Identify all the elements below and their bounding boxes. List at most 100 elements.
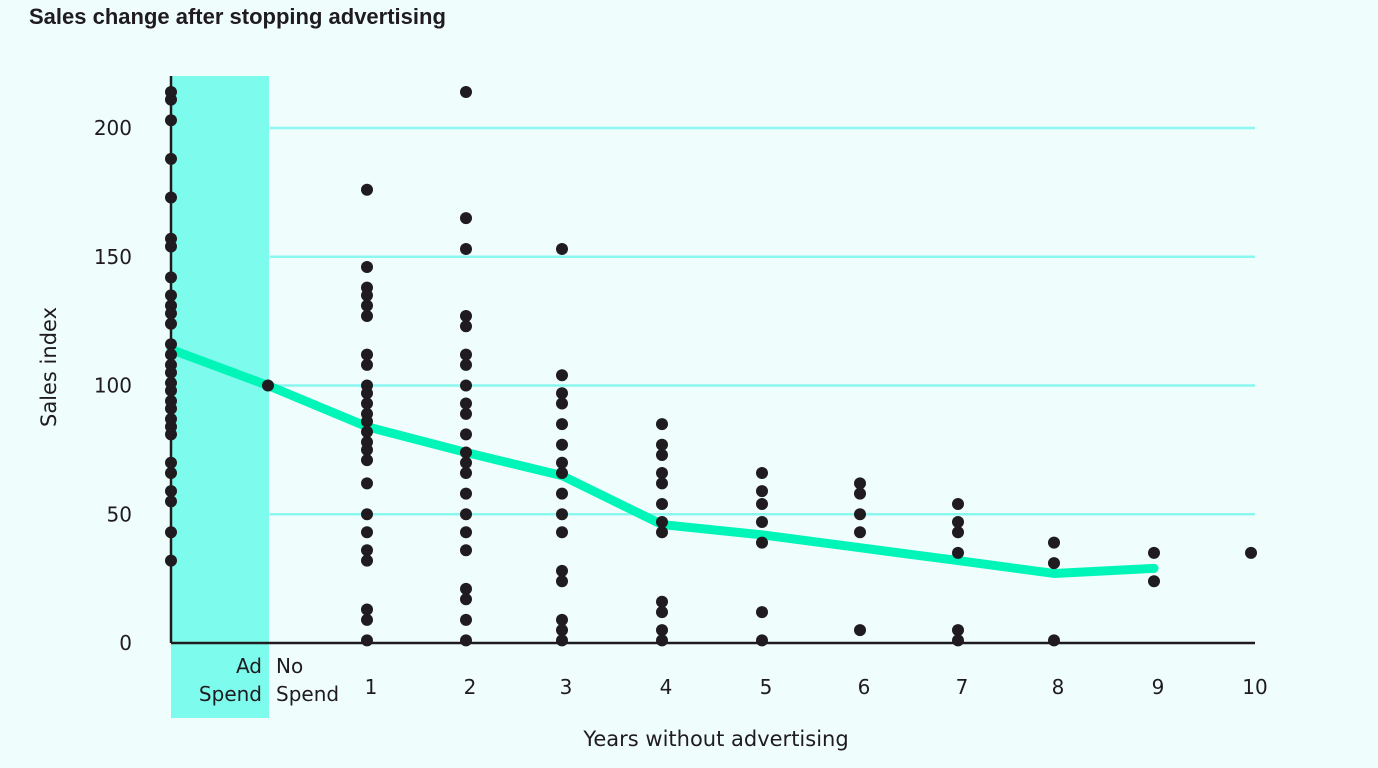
data-point (460, 320, 472, 333)
data-point (361, 348, 373, 361)
data-point (361, 387, 373, 400)
data-point (556, 397, 568, 410)
data-point (1048, 536, 1060, 549)
data-point (361, 425, 373, 438)
data-point (165, 317, 177, 330)
data-point (361, 613, 373, 626)
data-point (556, 438, 568, 451)
data-point (556, 487, 568, 500)
x-tick-label: 8 (1052, 675, 1065, 699)
data-point (165, 526, 177, 539)
data-point (165, 485, 177, 498)
data-point (460, 407, 472, 420)
data-point (460, 397, 472, 410)
data-point (165, 428, 177, 441)
data-point (556, 369, 568, 382)
x-tick-label: No (276, 654, 303, 678)
data-point (165, 467, 177, 480)
data-point (361, 299, 373, 312)
data-point (1048, 557, 1060, 570)
x-tick-label: 1 (365, 675, 378, 699)
data-point (556, 575, 568, 588)
data-point (361, 477, 373, 490)
data-point (756, 485, 768, 498)
data-point (460, 379, 472, 392)
data-point (361, 309, 373, 322)
x-tick-label: 10 (1242, 675, 1267, 699)
data-point (952, 515, 964, 528)
data-point (460, 348, 472, 361)
data-point (952, 634, 964, 647)
average-line (166, 344, 1159, 578)
y-tick-label: 0 (119, 631, 132, 655)
data-point (165, 384, 177, 397)
data-point (361, 526, 373, 539)
data-point (556, 387, 568, 400)
data-point (165, 152, 177, 165)
data-point (460, 634, 472, 647)
data-point (556, 243, 568, 256)
data-point (556, 613, 568, 626)
x-tick-label: 4 (660, 675, 673, 699)
data-point (361, 415, 373, 428)
data-point (854, 508, 866, 521)
data-point (1048, 634, 1060, 647)
x-tick-label: Ad (236, 654, 262, 678)
y-tick-label: 200 (94, 116, 132, 140)
data-point (952, 497, 964, 510)
data-point (361, 634, 373, 647)
data-point (460, 526, 472, 539)
data-point (165, 456, 177, 469)
data-point (165, 495, 177, 508)
data-point (361, 443, 373, 456)
data-point (361, 554, 373, 567)
data-point (460, 85, 472, 98)
data-point (656, 624, 668, 637)
data-point (1148, 546, 1160, 559)
data-point (656, 418, 668, 431)
data-point (556, 564, 568, 577)
data-point (165, 366, 177, 379)
data-point (460, 243, 472, 256)
x-tick-label: 9 (1152, 675, 1165, 699)
data-point (556, 634, 568, 647)
data-point (460, 467, 472, 480)
data-point (361, 358, 373, 371)
data-point (1148, 575, 1160, 588)
chart-title: Sales change after stopping advertising (29, 4, 446, 29)
x-tick-label: Spend (199, 682, 262, 706)
x-tick-label: 3 (560, 675, 573, 699)
data-point (165, 93, 177, 106)
data-point (165, 348, 177, 361)
data-point (460, 508, 472, 521)
data-point (656, 595, 668, 608)
data-point (952, 624, 964, 637)
data-point (165, 402, 177, 415)
data-point (756, 606, 768, 619)
data-point (361, 508, 373, 521)
y-axis-label: Sales index (37, 307, 61, 427)
data-point (756, 467, 768, 480)
x-tick-label: 7 (956, 675, 969, 699)
data-point (262, 379, 274, 392)
data-point (756, 497, 768, 510)
data-point (460, 428, 472, 441)
x-tick-label: 5 (760, 675, 773, 699)
data-point (656, 526, 668, 539)
data-point (165, 191, 177, 204)
data-point (460, 613, 472, 626)
data-point (361, 289, 373, 302)
data-point (556, 508, 568, 521)
data-point (460, 456, 472, 469)
data-point (556, 624, 568, 637)
data-point (361, 603, 373, 616)
data-point (460, 358, 472, 371)
data-point (361, 454, 373, 467)
y-tick-label: 100 (94, 374, 132, 398)
data-point (361, 183, 373, 196)
data-point (361, 544, 373, 557)
data-point (556, 456, 568, 469)
data-point (952, 546, 964, 559)
data-point (656, 497, 668, 510)
ad-spend-band (171, 76, 269, 718)
